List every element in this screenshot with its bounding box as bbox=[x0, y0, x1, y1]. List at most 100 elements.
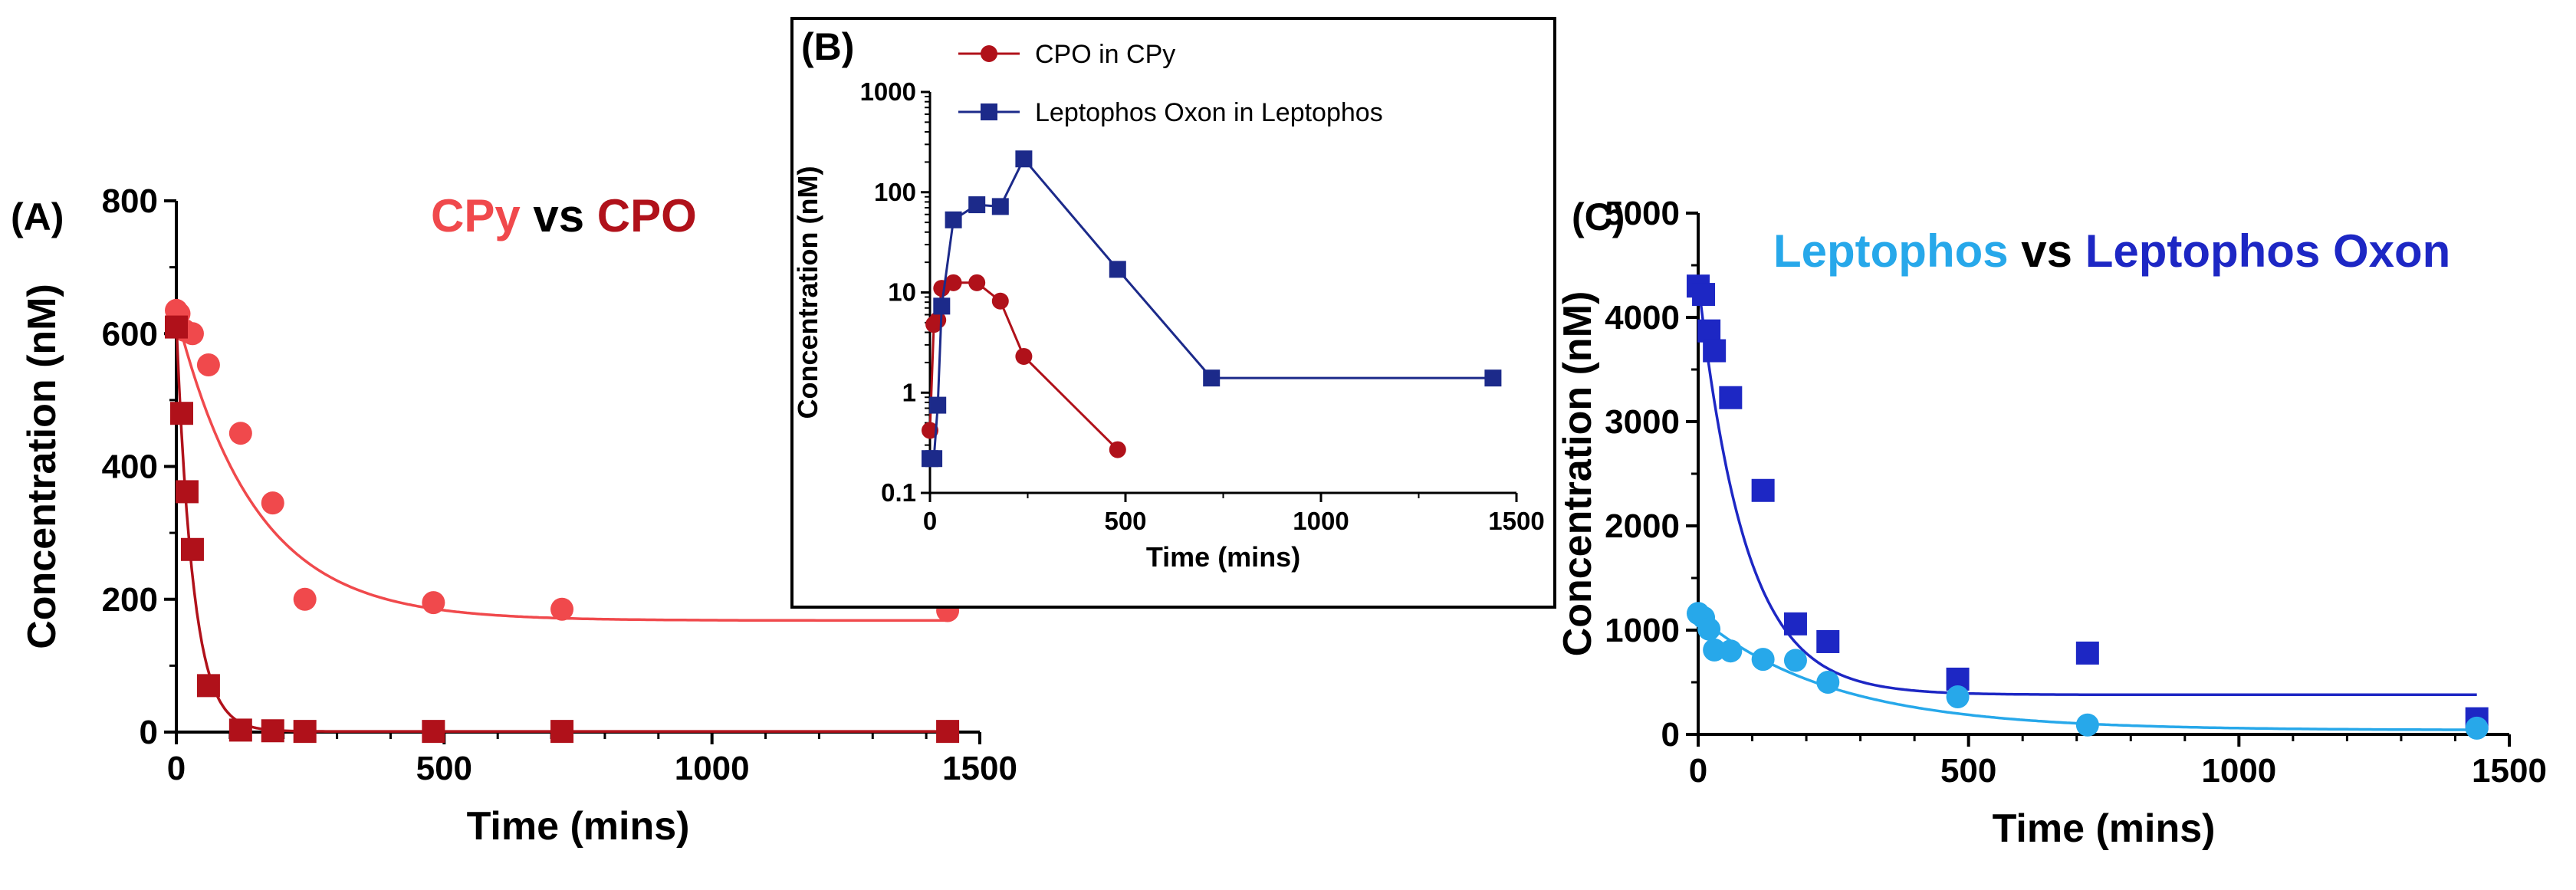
data-point bbox=[1697, 319, 1721, 343]
data-point bbox=[1816, 671, 1840, 694]
data-point bbox=[1719, 386, 1743, 409]
chart-title-part: CPy bbox=[431, 190, 521, 241]
data-point bbox=[180, 537, 204, 561]
data-point bbox=[228, 718, 252, 742]
inset-frame bbox=[790, 17, 1556, 609]
data-point bbox=[1751, 648, 1775, 672]
data-point bbox=[261, 491, 284, 515]
x-tick-label: 1000 bbox=[2201, 752, 2276, 790]
panel-b-chart: (B) 0.1 1 10 100 1000 0 500 1000 1500 Time (mins) C… bbox=[790, 17, 1556, 609]
y-tick-label: 1000 bbox=[860, 77, 916, 106]
y-axis-title: Concentration (nM) bbox=[20, 284, 64, 649]
data-point bbox=[228, 422, 252, 445]
x-tick-label: 0 bbox=[1689, 752, 1707, 790]
chart-title: Leptophos vs Leptophos Oxon bbox=[1773, 225, 2450, 277]
legend-marker bbox=[981, 45, 997, 62]
x-tick-label: 1000 bbox=[675, 750, 750, 787]
data-point bbox=[1697, 617, 1721, 641]
data-point bbox=[968, 196, 986, 214]
data-point bbox=[929, 396, 947, 414]
data-point bbox=[550, 720, 574, 744]
data-point bbox=[936, 720, 960, 744]
data-point bbox=[925, 450, 943, 468]
y-tick-label: 100 bbox=[874, 178, 916, 206]
chart-title: CPy vs CPO bbox=[431, 190, 697, 241]
fit-curve bbox=[1697, 281, 2477, 697]
data-point bbox=[175, 480, 199, 504]
y-tick-label: 1000 bbox=[1605, 612, 1680, 649]
data-point bbox=[1109, 441, 1126, 458]
fit-curve bbox=[1697, 615, 2477, 731]
data-point bbox=[933, 297, 951, 315]
x-tick-label: 1500 bbox=[2472, 752, 2547, 790]
data-point bbox=[1946, 685, 1970, 709]
legend-label: Leptophos Oxon in Leptophos bbox=[1035, 98, 1383, 127]
y-tick-label: 800 bbox=[102, 182, 158, 220]
x-tick-label: 1500 bbox=[942, 750, 1017, 787]
x-axis-title: Time (mins) bbox=[1993, 806, 2216, 851]
data-point bbox=[1703, 339, 1727, 363]
chart-title-part: vs bbox=[521, 190, 597, 241]
data-point bbox=[945, 211, 962, 228]
x-tick-label: 0 bbox=[167, 750, 186, 787]
y-axis-title: Concentration (nM) bbox=[1556, 291, 1600, 657]
chart-title-part: Leptophos Oxon bbox=[2085, 225, 2451, 277]
data-point bbox=[261, 719, 284, 743]
data-point bbox=[196, 674, 220, 698]
data-point bbox=[968, 274, 986, 291]
series-leptophos-oxon bbox=[1687, 274, 2489, 731]
data-point bbox=[196, 353, 220, 376]
y-tick-label: 600 bbox=[102, 315, 158, 353]
chart-title-part: Leptophos bbox=[1773, 225, 2009, 277]
data-point bbox=[2465, 716, 2489, 740]
x-tick-label: 1500 bbox=[1488, 507, 1544, 535]
data-point bbox=[1015, 150, 1033, 168]
y-tick-label: 2000 bbox=[1605, 507, 1680, 545]
data-point bbox=[1203, 369, 1221, 387]
y-tick-label: 4000 bbox=[1605, 299, 1680, 337]
x-tick-label: 500 bbox=[1940, 752, 1996, 790]
x-axis-title: Time (mins) bbox=[467, 804, 690, 849]
data-point bbox=[1015, 347, 1033, 365]
x-axis-title: Time (mins) bbox=[1146, 541, 1300, 573]
y-tick-label: 0 bbox=[140, 714, 158, 751]
data-point bbox=[1783, 649, 1807, 672]
chart-title-part: CPO bbox=[597, 190, 697, 241]
legend-marker bbox=[981, 103, 997, 120]
x-tick-label: 500 bbox=[416, 750, 472, 787]
x-tick-label: 1000 bbox=[1293, 507, 1349, 535]
data-point bbox=[1783, 612, 1807, 635]
panel-label: (B) bbox=[801, 25, 854, 68]
panel-a-chart: (A) 0 200 400 600 800 0 500 1000 1500 Time (mins) C… bbox=[11, 182, 1017, 849]
data-point bbox=[991, 198, 1009, 215]
legend-label: CPO in CPy bbox=[1035, 40, 1175, 69]
y-tick-label: 5000 bbox=[1605, 195, 1680, 232]
y-tick-label: 0.1 bbox=[881, 478, 916, 507]
legend-item: Leptophos Oxon in Leptophos bbox=[958, 98, 1383, 127]
panel-c-chart: (C) 0 1000 2000 3000 4000 5000 0 500 1000 1500 Time… bbox=[1556, 195, 2547, 851]
data-point bbox=[945, 274, 962, 291]
chart-title-part: vs bbox=[2009, 225, 2085, 277]
series-cpo bbox=[165, 315, 960, 744]
y-tick-label: 1 bbox=[902, 378, 916, 406]
data-point bbox=[1484, 369, 1502, 387]
data-point bbox=[922, 422, 938, 439]
x-tick-label: 500 bbox=[1104, 507, 1146, 535]
y-tick-label: 10 bbox=[888, 278, 916, 307]
legend-item: CPO in CPy bbox=[958, 40, 1175, 69]
data-point bbox=[1692, 283, 1716, 307]
data-point bbox=[1719, 639, 1743, 663]
data-point bbox=[422, 591, 445, 615]
panel-label: (C) bbox=[1572, 195, 1625, 238]
y-axis-title: Concentration (nM) bbox=[792, 166, 823, 419]
data-point bbox=[293, 587, 317, 611]
y-tick-label: 200 bbox=[102, 581, 158, 619]
x-tick-label: 0 bbox=[923, 507, 937, 535]
y-tick-label: 400 bbox=[102, 448, 158, 486]
data-point bbox=[991, 292, 1009, 310]
series-leptophos-oxon-in-leptophos bbox=[922, 150, 1502, 468]
data-point bbox=[293, 720, 317, 744]
data-point bbox=[2075, 641, 2099, 665]
series-cpo-in-cpy bbox=[922, 274, 1126, 458]
